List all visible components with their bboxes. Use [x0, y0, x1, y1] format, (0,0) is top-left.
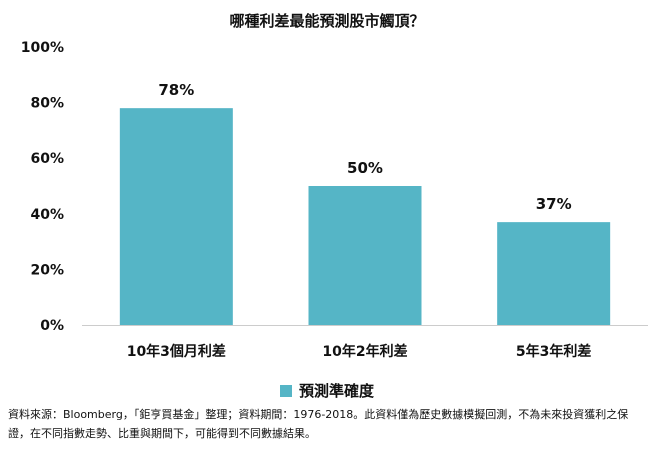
legend-swatch [279, 384, 292, 397]
y-tick-label: 100% [21, 40, 64, 56]
y-tick-label: 0% [40, 318, 64, 334]
bar [119, 108, 233, 325]
data-label: 50% [347, 159, 383, 177]
x-tick-label: 10年3個月利差 [127, 343, 226, 360]
legend-label: 預測準確度 [298, 382, 374, 400]
bar [497, 222, 611, 325]
legend: 預測準確度 [0, 380, 654, 401]
bar [308, 186, 422, 325]
x-tick-label: 10年2年利差 [322, 343, 407, 360]
y-tick-label: 60% [30, 151, 64, 167]
y-axis-ticks: 0% 20% 40% 60% 80% 100% [21, 40, 64, 334]
x-axis-labels: 10年3個月利差 10年2年利差 5年3年利差 [127, 343, 592, 360]
bars [119, 108, 611, 325]
y-tick-label: 80% [30, 96, 64, 112]
y-tick-label: 40% [30, 207, 64, 223]
data-labels: 78% 50% 37% [158, 81, 571, 213]
x-tick-label: 5年3年利差 [516, 343, 591, 360]
y-tick-label: 20% [30, 262, 64, 278]
chart-title: 哪種利差最能預測股市觸頂？ [229, 12, 425, 30]
bar-chart: 0%20%40%60%80%100% 78%50%37% 10年3個月利差 10年… [21, 40, 648, 360]
data-label: 37% [536, 195, 572, 213]
source-note: 資料來源：Bloomberg，「鉅亨買基金」整理；資料期間：1976-2018。… [8, 408, 629, 440]
data-label: 78% [158, 81, 194, 99]
